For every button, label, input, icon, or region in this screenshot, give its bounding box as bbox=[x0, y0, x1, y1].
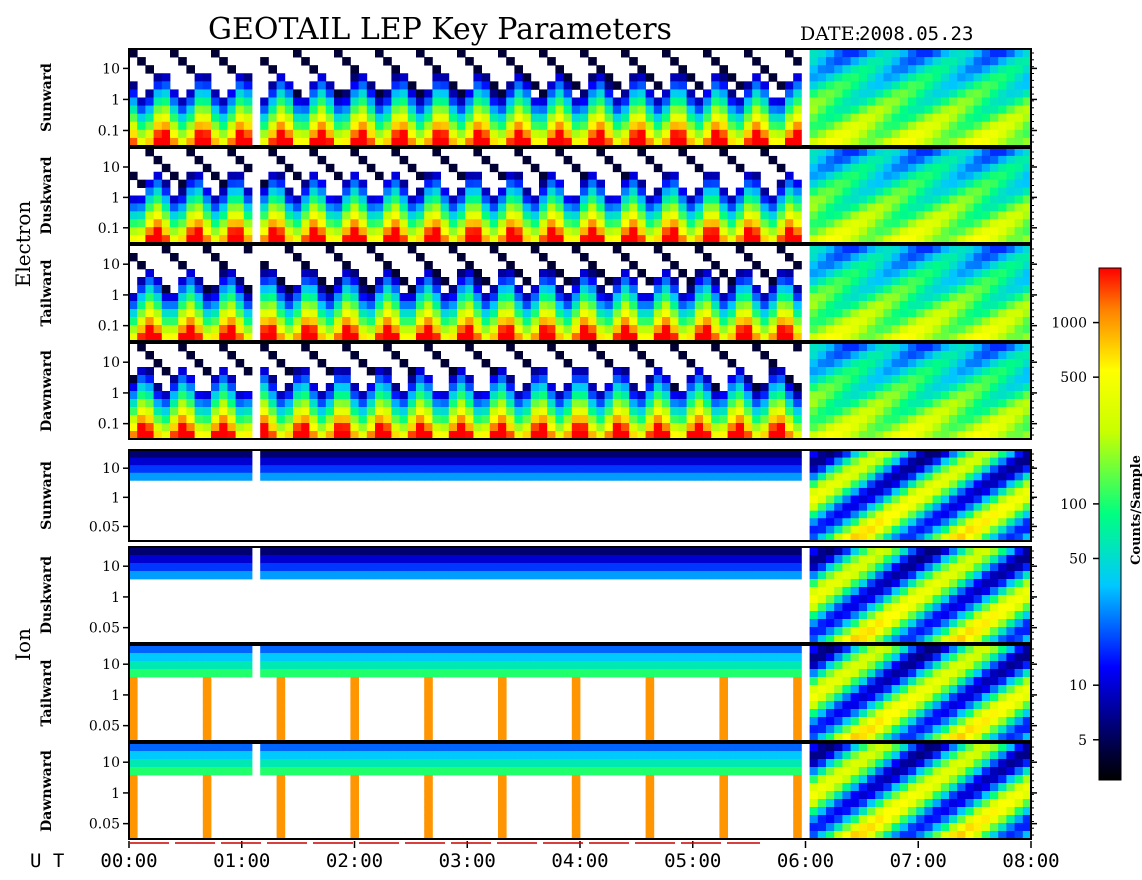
ion-dawnward-panel: 10 1 0.05 Dawnward bbox=[39, 742, 1037, 840]
y-tick-label: 10 bbox=[102, 657, 120, 673]
electron-group-label: Electron bbox=[11, 201, 35, 288]
time-tick-label: 04:00 bbox=[551, 850, 608, 872]
panel-frame bbox=[128, 147, 1032, 244]
time-axis-label: U T bbox=[30, 850, 64, 872]
panel-label: Duskward bbox=[39, 156, 55, 234]
y-tick-label: 0.05 bbox=[89, 719, 120, 735]
y-tick-label: 0.05 bbox=[89, 621, 120, 637]
y-tick-label: 10 bbox=[102, 461, 120, 477]
time-tick-label: 02:00 bbox=[326, 850, 383, 872]
spectrogram-image bbox=[129, 743, 1032, 840]
y-tick-label: 10 bbox=[102, 559, 120, 575]
colorbar: 1000 500 100 50 10 5 Counts/Sample bbox=[1051, 267, 1142, 781]
panel-label: Dawnward bbox=[39, 350, 55, 432]
y-tick-label: 0.1 bbox=[98, 319, 120, 335]
panel-frame bbox=[128, 742, 1032, 840]
y-tick-label: 10 bbox=[102, 160, 120, 176]
y-tick-label: 1 bbox=[111, 490, 120, 506]
y-tick-label: 0.1 bbox=[98, 221, 120, 237]
panel-label: Tailward bbox=[39, 259, 55, 326]
y-tick-label: 1 bbox=[111, 190, 120, 206]
date-label: DATE: bbox=[800, 23, 861, 45]
colorbar-ticks: 1000 500 100 50 10 5 bbox=[1051, 316, 1099, 749]
colorbar-tick-label: 100 bbox=[1060, 497, 1087, 513]
panel-label: Duskward bbox=[39, 556, 55, 634]
species-labels: Electron Ion bbox=[11, 201, 35, 661]
time-axis: U T 00:00 01:00 02:00 03:00 04:00 05:00 06:00 07… bbox=[30, 841, 1060, 872]
ion-sunward-panel: 10 1 0.05 Sunward bbox=[39, 449, 1037, 542]
y-tick-label: 0.1 bbox=[98, 123, 120, 139]
spectrogram-image bbox=[129, 148, 1032, 244]
electron-dawnward-panel: 10 1 0.1 Dawnward bbox=[39, 342, 1037, 440]
panel-label: Sunward bbox=[39, 461, 55, 530]
colorbar-tick-label: 5 bbox=[1078, 733, 1087, 749]
time-tick-label: 07:00 bbox=[890, 850, 947, 872]
spectrogram-image bbox=[129, 245, 1032, 342]
y-tick-label: 0.1 bbox=[98, 417, 120, 433]
y-tick-label: 10 bbox=[102, 755, 120, 771]
time-tick-label: 05:00 bbox=[664, 850, 721, 872]
spectrogram-panels: 10 1 0.1 Sunward 10 1 0.1 Duskward 10 1 0.1 Tailwar… bbox=[39, 48, 1037, 840]
y-tick-label: 1 bbox=[111, 386, 120, 402]
colorbar-tick-label: 500 bbox=[1060, 370, 1087, 386]
chart-title: GEOTAIL LEP Key Parameters bbox=[208, 12, 672, 47]
panel-frame bbox=[128, 244, 1032, 342]
y-tick-label: 0.05 bbox=[89, 519, 120, 535]
panel-label: Tailward bbox=[39, 659, 55, 726]
ion-duskward-panel: 10 1 0.05 Duskward bbox=[39, 546, 1037, 644]
panel-frame bbox=[128, 644, 1032, 742]
panel-frame bbox=[128, 546, 1032, 644]
colorbar-scale bbox=[1098, 267, 1122, 781]
panel-label: Dawnward bbox=[39, 750, 55, 832]
panel-label: Sunward bbox=[39, 63, 55, 132]
colorbar-tick-label: 1000 bbox=[1051, 316, 1087, 332]
y-tick-label: 1 bbox=[111, 590, 120, 606]
date-value: 2008.05.23 bbox=[859, 23, 973, 45]
electron-sunward-panel: 10 1 0.1 Sunward bbox=[39, 48, 1037, 147]
y-tick-label: 1 bbox=[111, 786, 120, 802]
colorbar-tick-label: 50 bbox=[1069, 551, 1087, 567]
y-tick-label: 10 bbox=[102, 257, 120, 273]
time-tick-label: 03:00 bbox=[439, 850, 496, 872]
ion-group-label: Ion bbox=[11, 628, 35, 661]
spectrogram-image bbox=[129, 343, 1032, 440]
colorbar-tick-label: 10 bbox=[1069, 678, 1087, 694]
y-tick-label: 10 bbox=[102, 355, 120, 371]
panel-frame bbox=[128, 449, 1032, 542]
spectrogram-image bbox=[129, 450, 1032, 542]
colorbar-label: Counts/Sample bbox=[1129, 455, 1142, 565]
panel-frame bbox=[128, 48, 1032, 147]
electron-tailward-panel: 10 1 0.1 Tailward bbox=[39, 244, 1037, 342]
time-tick-label: 01:00 bbox=[213, 850, 270, 872]
spectrogram-image bbox=[129, 547, 1032, 644]
ion-tailward-panel: 10 1 0.05 Tailward bbox=[39, 644, 1037, 742]
spectrogram-image bbox=[129, 645, 1032, 742]
y-tick-label: 10 bbox=[102, 61, 120, 77]
y-tick-label: 0.05 bbox=[89, 817, 120, 833]
time-tick-label: 06:00 bbox=[777, 850, 834, 872]
time-tick-label: 00:00 bbox=[100, 850, 157, 872]
time-tick-label: 08:00 bbox=[1002, 850, 1059, 872]
spectrogram-image bbox=[129, 49, 1032, 147]
y-tick-label: 1 bbox=[111, 688, 120, 704]
electron-duskward-panel: 10 1 0.1 Duskward bbox=[39, 147, 1037, 244]
y-tick-label: 1 bbox=[111, 92, 120, 108]
y-tick-label: 1 bbox=[111, 288, 120, 304]
panel-frame bbox=[128, 342, 1032, 440]
